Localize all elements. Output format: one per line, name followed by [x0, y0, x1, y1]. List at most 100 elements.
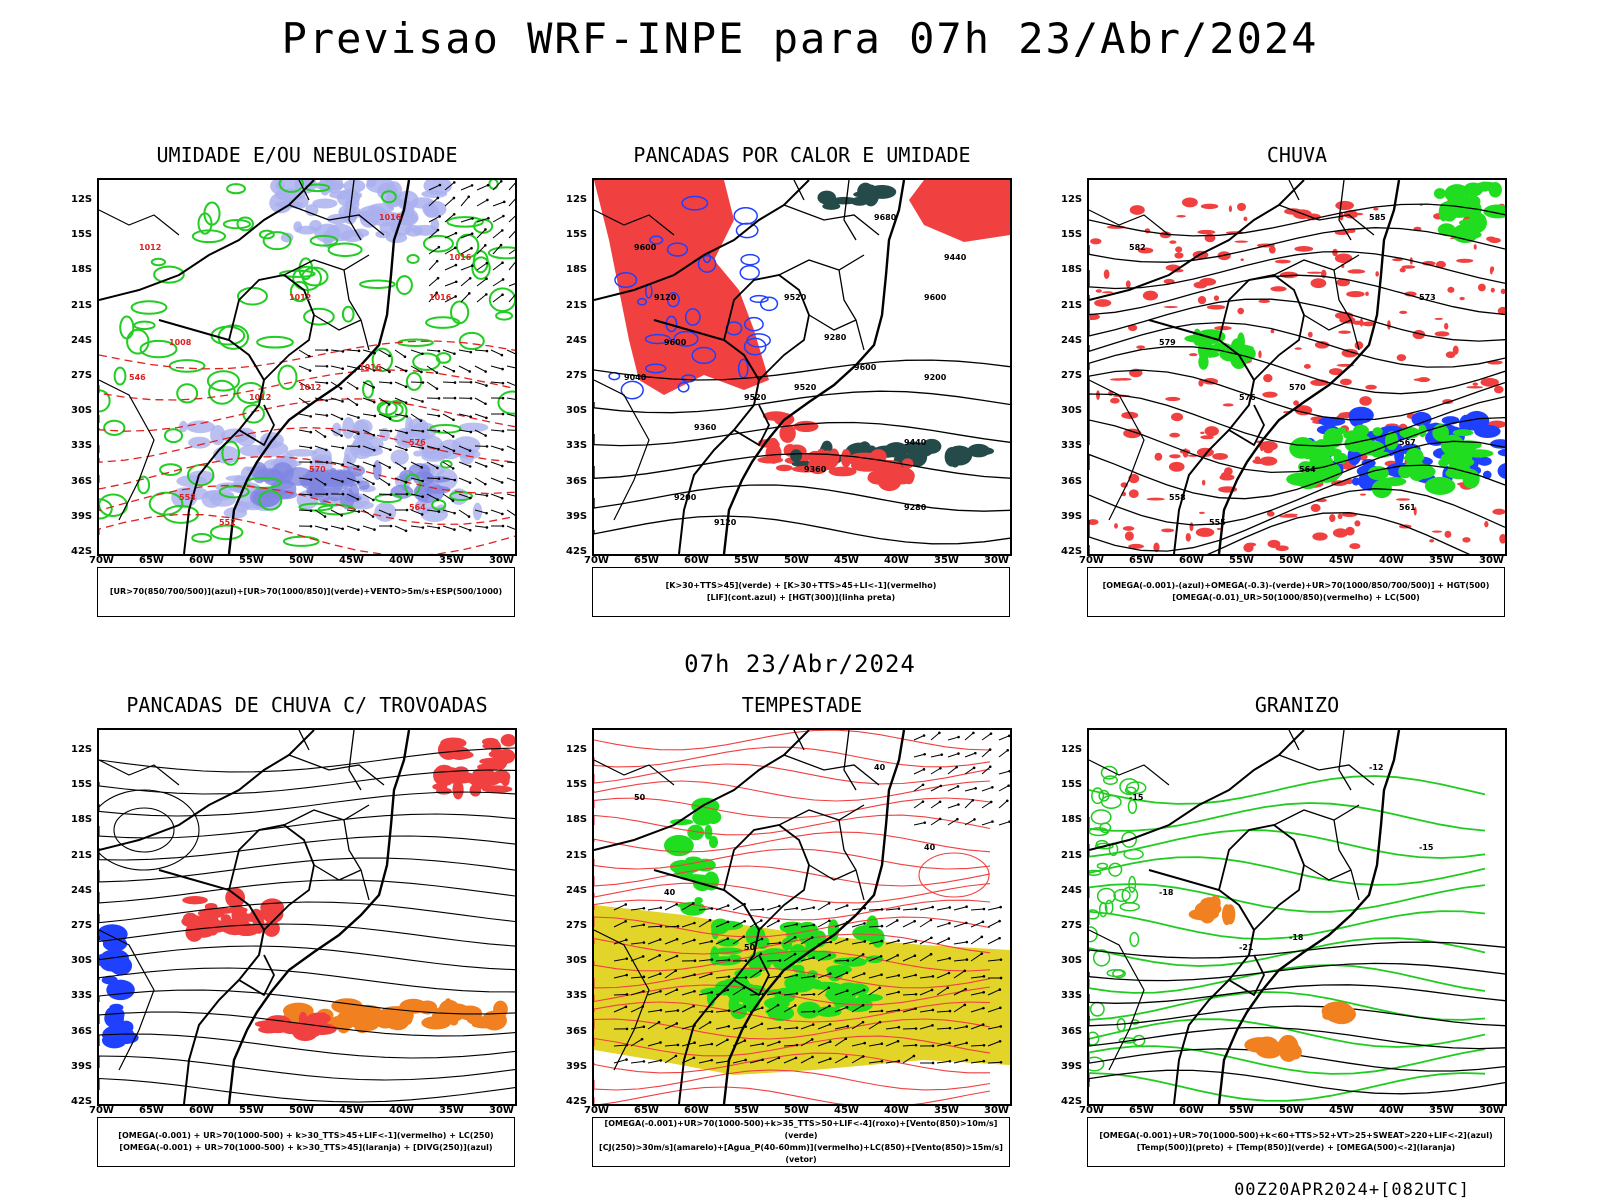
latitude-label: 24S: [71, 884, 93, 896]
longitude-label: 35W: [1429, 555, 1454, 566]
latitude-label: 18S: [71, 814, 93, 826]
latitude-label: 12S: [566, 194, 588, 205]
convection-zone: [817, 182, 897, 210]
longitude-label: 65W: [634, 1105, 659, 1116]
legend-line: [Temp(500)](preto) + [Temp(850)](verde) …: [1136, 1143, 1456, 1152]
contour-label: -15: [1129, 793, 1144, 802]
height-contours-300hpa: [594, 359, 1010, 545]
longitude-label: 70W: [584, 1105, 609, 1116]
legend-line: [CJ(250)>30m/s](amarelo)+[Agua_P(40-60mm…: [599, 1143, 1003, 1164]
contour-label: 9680: [874, 213, 897, 222]
longitude-label: 55W: [239, 1105, 264, 1116]
contour-label: 1016: [429, 293, 452, 302]
contour-label: 9600: [634, 243, 657, 252]
coastline-borders: [594, 180, 906, 554]
longitude-label: 70W: [1079, 1105, 1104, 1116]
latitude-label: 42S: [71, 1096, 93, 1107]
contour-label: -12: [1369, 763, 1383, 772]
contour-label: 9200: [674, 493, 697, 502]
latitude-label: 24S: [1061, 884, 1083, 896]
longitude-label: 45W: [1329, 555, 1354, 566]
contour-label: 555: [1209, 518, 1226, 527]
latitude-label: 18S: [1061, 814, 1083, 826]
divergence-blue: [99, 924, 139, 1049]
latitude-label: 36S: [71, 475, 93, 487]
latitude-label: 36S: [71, 1025, 93, 1037]
contour-label: 570: [1289, 383, 1306, 392]
latitude-label: 30S: [1061, 405, 1083, 417]
longitude-label: 70W: [1079, 555, 1104, 566]
longitude-label: 30W: [1479, 1105, 1504, 1116]
heat-convection-zone: [594, 180, 769, 395]
omega-500-orange: [1244, 1034, 1302, 1062]
contour-label: 552: [219, 518, 236, 527]
precipitable-water-contours: [594, 730, 991, 1104]
contour-label: 9520: [744, 393, 767, 402]
longitude-label: 35W: [1429, 1105, 1454, 1116]
latitude-label: 39S: [566, 510, 588, 522]
latitude-label: 30S: [566, 955, 588, 967]
rain-omega-green: [1433, 181, 1505, 244]
legend-line: [OMEGA(-0.01)_UR>50(1000/850)(vermelho) …: [1172, 593, 1420, 602]
latitude-label: 24S: [566, 884, 588, 896]
latitude-label: 39S: [71, 1060, 93, 1072]
heat-convection-zone: [791, 448, 915, 492]
map-tempestade: 40 50 40 50 40: [592, 728, 1012, 1106]
map-granizo: -12 -15 -18 -21 -15 -18: [1087, 728, 1507, 1106]
longitude-label: 45W: [339, 1105, 364, 1116]
contour-label: 1012: [289, 293, 311, 302]
contour-label: 558: [1169, 493, 1186, 502]
latitude-label: 27S: [71, 370, 93, 381]
contour-label: 9120: [654, 293, 677, 302]
longitude-label: 30W: [984, 1105, 1009, 1116]
longitude-label: 30W: [489, 555, 514, 566]
contour-label: 9280: [824, 333, 847, 342]
panel-title-tempestade: TEMPESTADE: [741, 693, 863, 717]
coastline-borders: [1089, 180, 1401, 554]
longitude-label: 70W: [89, 1105, 114, 1116]
latitude-label: 15S: [1061, 229, 1083, 241]
legend-line: [LIF](cont.azul) + [HGT(300)](linha pret…: [706, 593, 896, 602]
longitude-label: 60W: [189, 1105, 214, 1116]
omega-500-orange: [1188, 895, 1236, 926]
contour-label: -21: [1239, 943, 1254, 952]
latitude-label: 15S: [71, 779, 93, 791]
latitude-label: 12S: [71, 744, 93, 755]
latitude-label: 33S: [71, 440, 93, 452]
contour-label: 570: [309, 465, 326, 474]
latitude-label: 27S: [1061, 370, 1083, 381]
legend-pancadas-por-calor-e-umidade: [K>30+TTS>45](verde) + [K>30+TTS>45+LI<-…: [592, 567, 1010, 617]
omega-500-orange: [1321, 1001, 1356, 1025]
panel-title-pancadas-de-chuva-c-trovoadas: PANCADAS DE CHUVA C/ TROVOADAS: [126, 693, 488, 717]
map-pancadas-por-calor-e-umidade: 9680 9600 9600 9520 9600 9520 9440 9360 9280 9200…: [592, 178, 1012, 556]
contour-label: 9200: [924, 373, 947, 382]
legend-line: [OMEGA(-0.001)+UR>70(1000-500)+k>35_TTS>…: [604, 1119, 998, 1140]
valid-time-title: 07h 23/Abr/2024: [684, 650, 916, 678]
longitude-label: 50W: [784, 555, 809, 566]
contour-label: 9600: [924, 293, 947, 302]
longitude-label: 65W: [1129, 1105, 1154, 1116]
contour-label: 579: [1159, 338, 1176, 347]
contour-label: 576: [409, 438, 426, 447]
legend-line: [OMEGA(-0.001) + UR>70(1000-500) + k>30_…: [118, 1131, 494, 1140]
contour-label: 40: [664, 888, 676, 897]
contour-label: 9360: [694, 423, 717, 432]
longitude-label: 60W: [684, 1105, 709, 1116]
contour-label: 9280: [904, 503, 927, 512]
main-title: Previsao WRF-INPE para 07h 23/Abr/2024: [281, 14, 1319, 63]
thunder-rain-red: [181, 887, 285, 942]
contour-label: 50: [634, 793, 646, 802]
contour-label: 573: [1419, 293, 1436, 302]
latitude-label: 21S: [1061, 299, 1083, 311]
thunder-rain-red: [254, 1011, 337, 1042]
contour-label: 576: [1239, 393, 1256, 402]
longitude-label: 50W: [1279, 555, 1304, 566]
rain-omega-green: [1286, 423, 1494, 499]
wind-vectors-850hpa: [913, 731, 1010, 826]
longitude-label: 40W: [1379, 555, 1404, 566]
contour-label: 40: [874, 763, 886, 772]
latitude-label: 18S: [566, 814, 588, 826]
contour-label: 567: [1399, 438, 1416, 447]
latitude-label: 39S: [71, 510, 93, 522]
latitude-label: 15S: [566, 229, 588, 241]
